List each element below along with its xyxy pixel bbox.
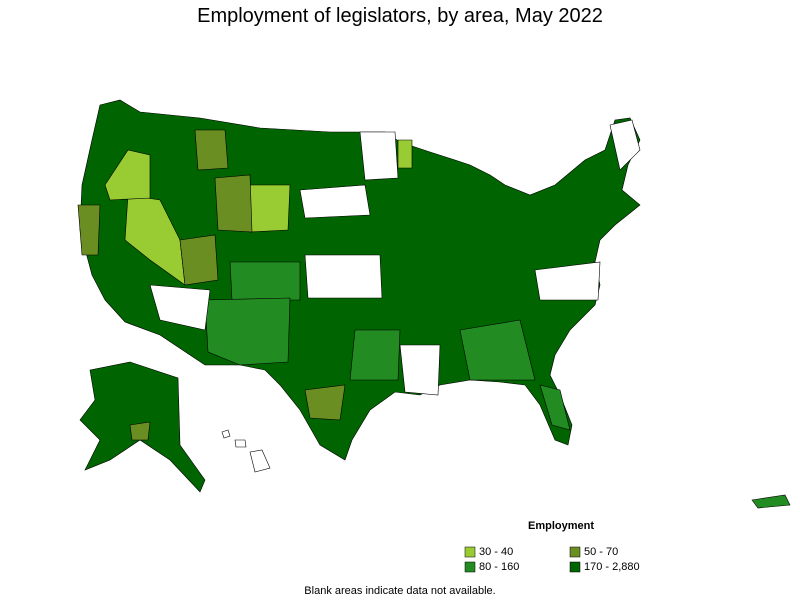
blank-area — [534, 261, 601, 301]
region — [539, 384, 571, 431]
legend: Employment 30 - 40 50 - 70 80 - 160 170 - 2… — [464, 520, 640, 573]
legend-swatch — [464, 546, 476, 558]
region — [397, 139, 413, 169]
blank-area — [609, 119, 641, 171]
hawaii — [249, 449, 271, 473]
region — [204, 297, 291, 366]
legend-label: 50 - 70 — [584, 546, 618, 558]
blank-area — [149, 284, 211, 331]
region — [304, 384, 346, 421]
legend-swatch — [569, 546, 581, 558]
region — [459, 319, 536, 381]
region — [179, 234, 219, 286]
legend-swatch — [569, 561, 581, 573]
blank-area — [359, 131, 399, 181]
region — [194, 129, 229, 171]
region — [249, 184, 291, 233]
legend-label: 80 - 160 — [479, 561, 519, 573]
footnote: Blank areas indicate data not available. — [304, 585, 495, 597]
blank-area — [399, 344, 441, 396]
map — [77, 99, 791, 509]
region — [129, 421, 151, 441]
blank-area — [304, 254, 383, 299]
region — [229, 261, 301, 301]
legend-swatch — [464, 561, 476, 573]
region — [104, 149, 151, 201]
legend-label: 170 - 2,880 — [584, 561, 640, 573]
region — [77, 204, 101, 256]
hawaii — [234, 439, 247, 448]
blank-area — [299, 184, 371, 219]
legend-title: Employment — [528, 520, 594, 532]
title: Employment of legislators, by area, May … — [197, 5, 603, 27]
region — [349, 329, 401, 381]
legend-label: 30 - 40 — [479, 546, 513, 558]
puerto-rico — [751, 494, 791, 509]
hawaii — [221, 429, 231, 439]
region — [214, 174, 253, 233]
